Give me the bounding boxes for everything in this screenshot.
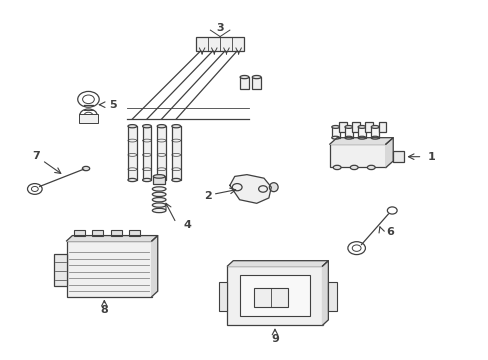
Bar <box>218 282 227 311</box>
Ellipse shape <box>152 192 165 197</box>
Bar <box>142 126 151 180</box>
Ellipse shape <box>357 126 365 129</box>
Ellipse shape <box>82 166 89 171</box>
Ellipse shape <box>269 183 278 192</box>
Bar <box>239 275 310 316</box>
Ellipse shape <box>171 125 180 128</box>
Ellipse shape <box>357 136 365 139</box>
Ellipse shape <box>366 165 374 170</box>
Bar <box>195 37 244 51</box>
Text: 8: 8 <box>100 305 108 315</box>
Text: 3: 3 <box>216 23 224 33</box>
Text: 5: 5 <box>109 100 116 110</box>
Bar <box>111 230 122 235</box>
Polygon shape <box>329 138 392 144</box>
Bar <box>357 127 365 138</box>
Ellipse shape <box>331 126 339 129</box>
Ellipse shape <box>142 125 151 128</box>
Bar <box>328 282 336 311</box>
Ellipse shape <box>171 179 180 181</box>
Ellipse shape <box>332 165 340 170</box>
Bar <box>240 77 248 89</box>
Text: 9: 9 <box>270 334 278 344</box>
Bar <box>79 114 98 123</box>
Ellipse shape <box>344 126 352 129</box>
Text: 6: 6 <box>385 227 393 237</box>
Bar <box>344 127 352 138</box>
Bar <box>153 176 164 184</box>
Bar <box>329 144 385 167</box>
Ellipse shape <box>142 179 151 181</box>
Bar <box>66 241 152 297</box>
Polygon shape <box>385 138 392 167</box>
Ellipse shape <box>157 125 165 128</box>
Bar <box>392 151 403 162</box>
Bar <box>157 126 165 180</box>
Ellipse shape <box>331 136 339 139</box>
Text: 4: 4 <box>183 220 191 230</box>
Ellipse shape <box>153 175 164 178</box>
Bar <box>331 127 339 138</box>
Ellipse shape <box>370 136 378 139</box>
Bar <box>338 122 346 132</box>
Ellipse shape <box>252 76 261 79</box>
Bar <box>129 230 140 235</box>
Bar <box>227 266 322 325</box>
Bar <box>365 122 372 132</box>
Ellipse shape <box>344 136 352 139</box>
Polygon shape <box>152 235 158 297</box>
Bar <box>54 253 66 286</box>
Polygon shape <box>229 175 271 203</box>
Bar <box>74 230 84 235</box>
Bar <box>351 122 359 132</box>
Bar <box>92 230 103 235</box>
Bar <box>128 126 137 180</box>
Ellipse shape <box>157 179 165 181</box>
Text: 2: 2 <box>203 191 211 201</box>
Bar <box>378 122 386 132</box>
Polygon shape <box>66 235 158 241</box>
Polygon shape <box>322 261 328 325</box>
Text: 7: 7 <box>32 150 40 161</box>
Text: 1: 1 <box>427 152 434 162</box>
Ellipse shape <box>152 208 165 213</box>
Ellipse shape <box>152 187 165 191</box>
Bar <box>171 126 180 180</box>
Ellipse shape <box>349 165 357 170</box>
Ellipse shape <box>128 179 137 181</box>
Ellipse shape <box>128 125 137 128</box>
Polygon shape <box>227 261 328 266</box>
Ellipse shape <box>152 198 165 202</box>
Ellipse shape <box>370 126 378 129</box>
Ellipse shape <box>240 76 248 79</box>
Bar <box>254 288 288 307</box>
Ellipse shape <box>152 203 165 207</box>
Bar <box>370 127 378 138</box>
Bar <box>252 77 261 89</box>
